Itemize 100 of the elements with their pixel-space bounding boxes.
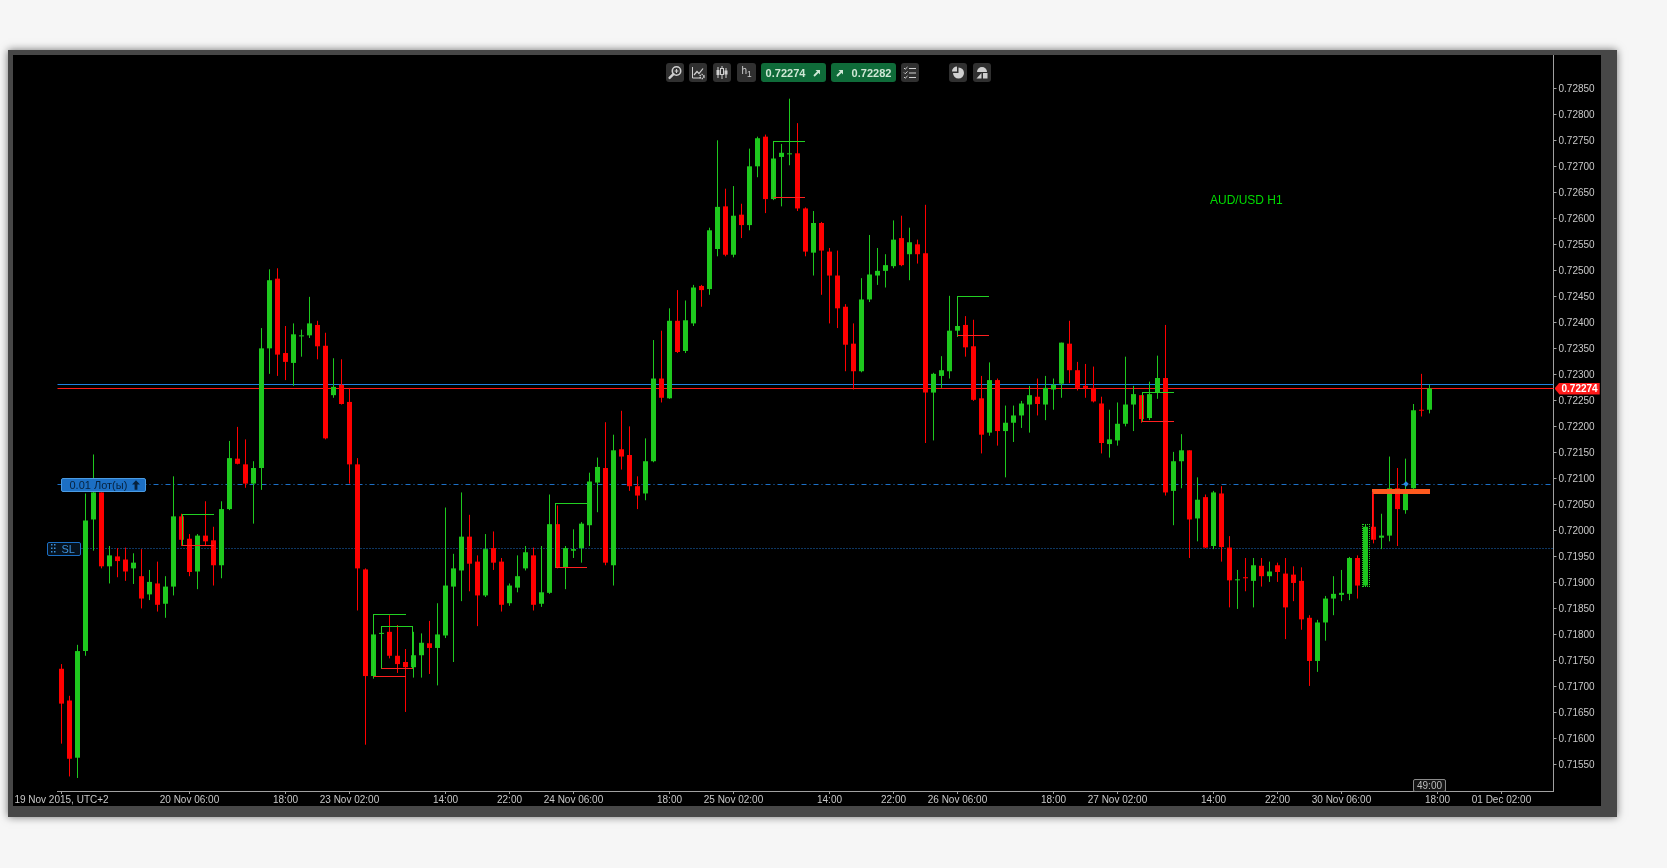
x-tick-label: 18:00 xyxy=(1040,793,1067,805)
candlestick xyxy=(1427,384,1432,414)
candlestick xyxy=(1147,381,1152,421)
candlestick xyxy=(1235,569,1240,610)
candlestick xyxy=(115,547,120,578)
y-tick-label: 0.72150 xyxy=(1558,446,1596,458)
candlestick xyxy=(1011,405,1016,443)
candlestick xyxy=(491,530,496,571)
y-tick-label: 0.72000 xyxy=(1558,524,1596,536)
y-tick-label: 0.72100 xyxy=(1558,472,1596,484)
x-tick-label: 18:00 xyxy=(656,793,683,805)
candlestick xyxy=(403,648,408,713)
y-tick-label: 0.72450 xyxy=(1558,290,1596,302)
annotation: 0.72274 xyxy=(765,66,806,79)
y-tick-label: 0.72200 xyxy=(1558,420,1596,432)
y-tick-label: 0.72350 xyxy=(1558,342,1596,354)
y-tick-label: 0.71600 xyxy=(1558,732,1596,744)
candlestick xyxy=(1083,363,1088,399)
candlestick xyxy=(1123,356,1128,427)
candlestick xyxy=(1179,433,1184,489)
candlestick xyxy=(331,357,336,399)
candlestick xyxy=(563,545,568,590)
x-tick-label: 18:00 xyxy=(1424,793,1451,805)
x-tick-label: 27 Nov 02:00 xyxy=(1087,793,1148,805)
ref-line-label: 0.72274 xyxy=(1554,382,1600,395)
candlestick xyxy=(1291,565,1296,602)
candlestick xyxy=(283,325,288,381)
ref-line-label: SL xyxy=(61,542,75,555)
candlestick xyxy=(1107,409,1112,459)
candlestick xyxy=(779,143,784,207)
y-tick-label: 0.71950 xyxy=(1558,550,1596,562)
candlestick xyxy=(1075,361,1080,391)
candlestick xyxy=(1003,405,1008,478)
candlestick xyxy=(1091,366,1096,403)
candlestick xyxy=(1195,476,1200,542)
y-tick-label: 0.72800 xyxy=(1558,108,1596,120)
candlestick xyxy=(939,355,944,389)
y-tick-label: 0.72400 xyxy=(1558,316,1596,328)
x-tick-label: 14:00 xyxy=(1200,793,1227,805)
candlestick xyxy=(139,548,144,609)
x-tick-label: 22:00 xyxy=(880,793,907,805)
candlestick xyxy=(571,528,576,559)
candlestick xyxy=(1043,375,1048,421)
candlestick xyxy=(1323,595,1328,642)
y-tick-label: 0.72600 xyxy=(1558,212,1596,224)
candlestick xyxy=(595,457,600,513)
annotation: h$_{1}$ xyxy=(737,63,756,82)
y-tick-label: 0.72750 xyxy=(1558,134,1596,146)
candlestick xyxy=(659,330,664,403)
x-tick-label: 26 Nov 06:00 xyxy=(927,793,988,805)
y-tick-label: 0.72700 xyxy=(1558,160,1596,172)
y-tick-label: 0.72050 xyxy=(1558,498,1596,510)
candlestick xyxy=(163,575,168,619)
candlestick xyxy=(619,410,624,471)
candlestick xyxy=(299,329,304,358)
annotation: 49:00 xyxy=(1413,779,1447,792)
candlestick xyxy=(1379,513,1384,550)
candlestick xyxy=(1027,385,1032,434)
candlestick xyxy=(251,460,256,525)
y-tick-label: 0.72250 xyxy=(1558,394,1596,406)
x-tick-label: 30 Nov 06:00 xyxy=(1311,793,1372,805)
candlestick xyxy=(123,547,128,582)
candlestick xyxy=(1275,562,1280,583)
candlestick xyxy=(1115,401,1120,447)
x-tick-label: 24 Nov 06:00 xyxy=(543,793,604,805)
candlestick xyxy=(1035,378,1040,416)
candlestick xyxy=(1019,400,1024,429)
candlestick xyxy=(931,372,936,441)
y-tick-label: 0.72300 xyxy=(1558,368,1596,380)
x-tick-label: 18:00 xyxy=(272,793,299,805)
x-tick-label: 22:00 xyxy=(1264,793,1291,805)
candlestick xyxy=(515,554,520,593)
x-tick-label: 25 Nov 02:00 xyxy=(703,793,764,805)
ref-line-label: 0.01 Лот(ы) xyxy=(69,478,128,491)
y-tick-label: 0.72550 xyxy=(1558,238,1596,250)
candlestick xyxy=(427,620,432,675)
x-tick-label: 01 Dec 02:00 xyxy=(1471,793,1532,805)
candlestick xyxy=(1243,557,1248,592)
candlestick xyxy=(827,247,832,324)
x-tick-label: 20 Nov 06:00 xyxy=(159,793,220,805)
candlestick xyxy=(107,545,112,584)
candlestick xyxy=(395,624,400,674)
y-tick-label: 0.71550 xyxy=(1558,758,1596,770)
candlestick xyxy=(875,247,880,286)
candlestick xyxy=(699,284,704,308)
candlestick xyxy=(419,632,424,679)
y-tick-label: 0.72500 xyxy=(1558,264,1596,276)
candlestick xyxy=(435,602,440,686)
candlestick xyxy=(539,545,544,608)
y-tick-label: 0.71900 xyxy=(1558,576,1596,588)
candlestick xyxy=(787,98,792,166)
candlestick xyxy=(915,239,920,265)
text: AUD/USD H1 xyxy=(1210,193,1283,207)
y-tick-label: 0.72850 xyxy=(1558,82,1596,94)
candlestick xyxy=(307,296,312,339)
candlestick xyxy=(147,569,152,601)
candlestick xyxy=(451,553,456,663)
candlestick xyxy=(1259,557,1264,588)
candlestick xyxy=(963,315,968,358)
x-tick-label: 14:00 xyxy=(432,793,459,805)
